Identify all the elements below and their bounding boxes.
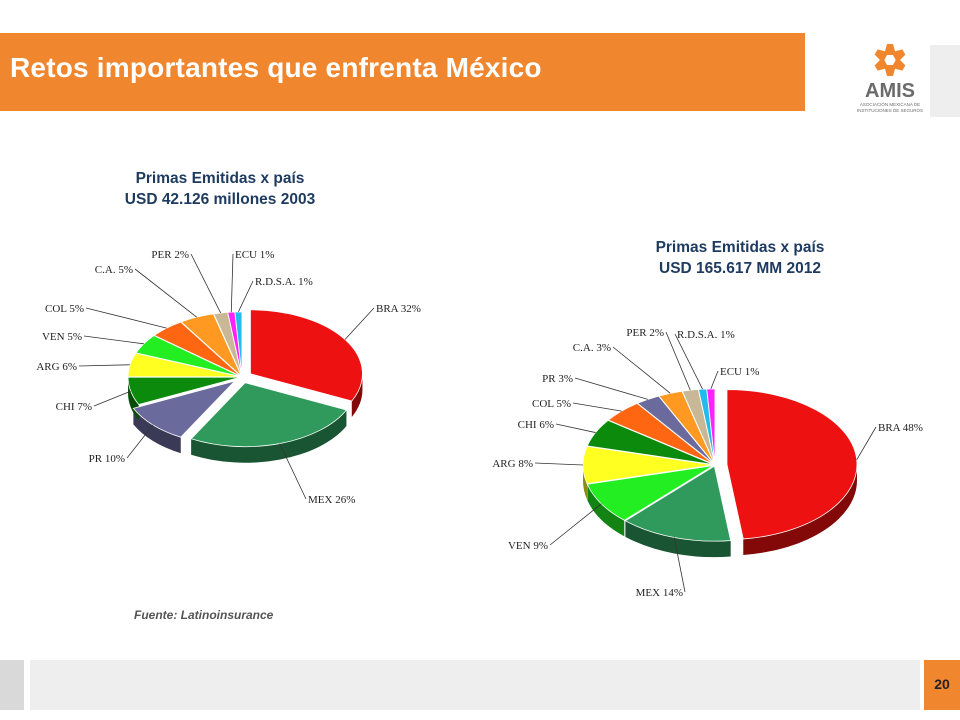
pie-label: VEN 5%	[42, 331, 82, 343]
amis-logo: AMIS ASOCIACIÓN MEXICANA DE INSTITUCIONE…	[857, 44, 923, 113]
page-number-box	[924, 660, 960, 710]
pie-leader-line	[279, 443, 307, 500]
pie-leader-line	[534, 462, 584, 466]
pie-label: PR 3%	[542, 373, 573, 385]
chart2-title: Primas Emitidas x país	[655, 239, 825, 256]
pie-label: MEX 14%	[636, 587, 683, 599]
chart1-subtitle: USD 42.126 millones 2003	[124, 191, 316, 208]
pie-label: ECU 1%	[235, 249, 274, 261]
pie-slice-side	[133, 408, 181, 454]
pie-leader-line	[85, 307, 167, 329]
chart1-title-block: Primas Emitidas x país USD 42.126 millon…	[60, 168, 380, 210]
pie-leader-line	[572, 402, 622, 412]
pie-label: ARG 6%	[36, 361, 77, 373]
pie-label: C.A. 3%	[573, 342, 611, 354]
pie-label: BRA 32%	[376, 303, 421, 315]
pie-slice	[153, 321, 241, 377]
pie-slice	[607, 403, 714, 465]
logo-text: AMIS	[865, 80, 915, 102]
pie-leader-line	[230, 253, 234, 313]
pie-leader-line	[134, 268, 197, 318]
pie-leader-line	[574, 377, 648, 400]
pie-slice	[586, 419, 714, 465]
pie-label: PER 2%	[626, 327, 664, 339]
pie-slice	[132, 380, 236, 438]
pie-slice-side	[587, 484, 625, 537]
pie-leader-line	[674, 333, 703, 390]
pie-leader-line	[83, 335, 144, 345]
pie-leader-line	[673, 537, 686, 593]
pie-slice-side	[743, 464, 857, 555]
pie-slice-side	[625, 520, 731, 558]
logo-subtext-2: INSTITUCIONES DE SEGUROS	[857, 108, 923, 113]
pie-slice	[624, 465, 732, 542]
pie-label: C.A. 5%	[95, 264, 133, 276]
pie-leader-line	[126, 424, 154, 459]
pie-leader-line	[344, 307, 375, 340]
pie-leader-line	[190, 253, 221, 314]
pie-slice	[706, 388, 716, 464]
pie-slice-side	[583, 465, 588, 500]
pie-label: CHI 6%	[518, 419, 554, 431]
pie-label: MEX 26%	[308, 494, 355, 506]
pie-label: R.D.S.A. 1%	[255, 276, 313, 288]
pie-label: ECU 1%	[720, 366, 759, 378]
pie-leader-line	[856, 426, 877, 461]
pie-label: COL 5%	[532, 398, 571, 410]
pie-leader-line	[238, 280, 254, 313]
pie-leader-line	[612, 346, 671, 394]
pie-label: ARG 8%	[492, 458, 533, 470]
pie-label: COL 5%	[45, 303, 84, 315]
pie-slice	[726, 389, 858, 540]
pie-leader-line	[549, 503, 602, 546]
pie-slice	[127, 352, 241, 378]
pie-label: VEN 9%	[508, 540, 548, 552]
pie-slice-side	[351, 373, 363, 418]
pie-leader-line	[93, 390, 131, 407]
pie-leader-line	[710, 370, 719, 389]
pie-slice	[582, 445, 714, 485]
pie-slice	[234, 311, 243, 376]
chart2-title-block: Primas Emitidas x país USD 165.617 MM 20…	[580, 237, 900, 279]
pie-slice	[190, 382, 348, 448]
chart2-subtitle: USD 165.617 MM 2012	[659, 260, 821, 277]
pie-leader-line	[665, 331, 691, 391]
logo-subtext-1: ASOCIACIÓN MEXICANA DE	[860, 101, 920, 107]
pie-label: PR 10%	[89, 453, 125, 465]
pie-label: PER 2%	[151, 249, 189, 261]
amis-logo-mark	[874, 44, 906, 76]
pie-slice-side	[191, 409, 347, 463]
source-note: Fuente: Latinoinsurance	[134, 608, 274, 622]
title-band	[0, 33, 805, 111]
pie-side-walls	[583, 464, 857, 558]
pie-slice	[135, 335, 241, 377]
pie-label: CHI 7%	[56, 401, 92, 413]
footer-bar	[30, 660, 920, 710]
page-title: Retos importantes que enfrenta México	[10, 52, 542, 83]
footer-left-block	[0, 660, 24, 710]
pie-label: BRA 48%	[878, 422, 923, 434]
pie-leader-line	[555, 423, 596, 433]
chart1-title: Primas Emitidas x país	[135, 170, 305, 187]
header-side-bar	[930, 45, 960, 117]
pie-leader-line	[78, 364, 131, 367]
pie-label: R.D.S.A. 1%	[677, 329, 735, 341]
page-number: 20	[934, 676, 950, 692]
